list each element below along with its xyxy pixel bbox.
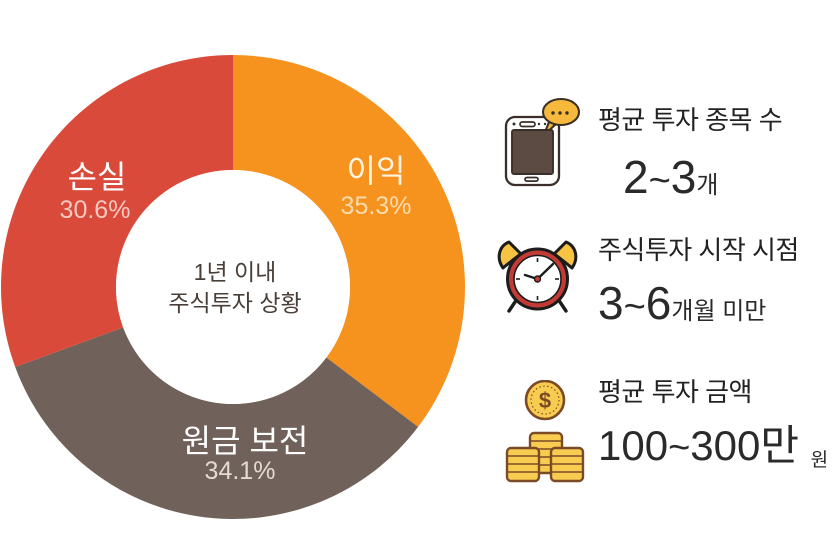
- svg-text:$: $: [539, 388, 551, 413]
